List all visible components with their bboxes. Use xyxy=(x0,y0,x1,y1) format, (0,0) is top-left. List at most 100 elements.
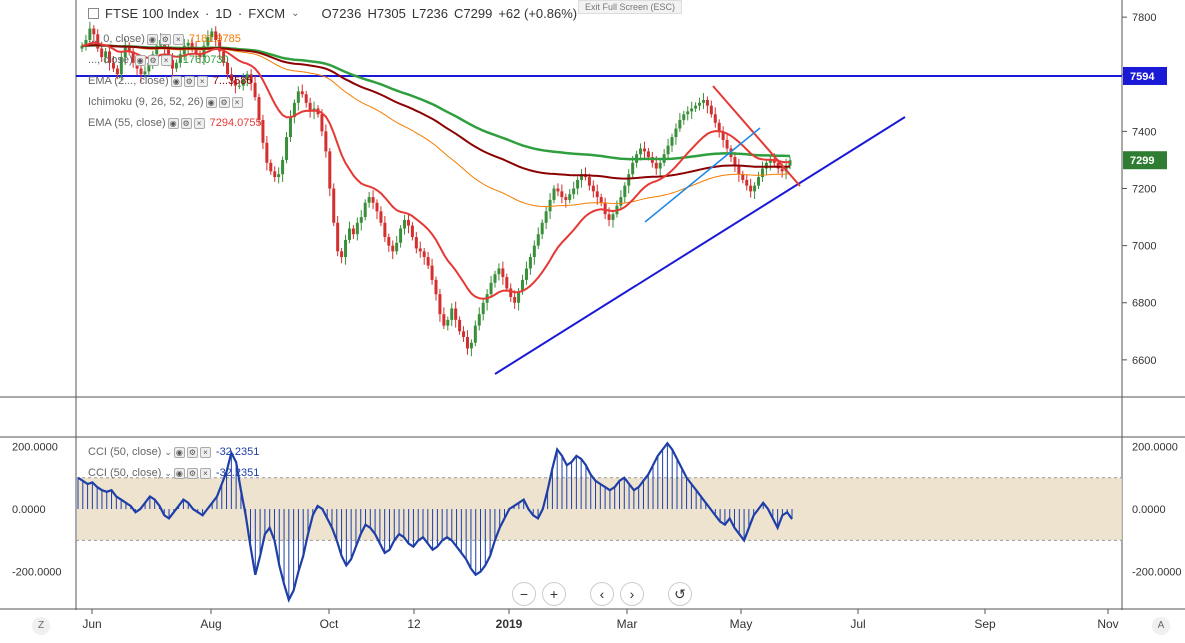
candle-body xyxy=(458,319,462,332)
candle-body xyxy=(725,139,729,149)
candle-body xyxy=(351,228,355,235)
eye-icon[interactable]: ◉ xyxy=(146,33,158,45)
eye-icon[interactable]: ◉ xyxy=(134,54,146,66)
legend-row-ichimoku[interactable]: Ichimoku (9, 26, 52, 26) ◉ ⚙ × xyxy=(88,94,243,110)
eye-icon[interactable]: ◉ xyxy=(173,467,185,479)
chevron-down-icon[interactable]: ⌄ xyxy=(291,8,300,19)
candle-body xyxy=(528,257,532,269)
legend-row-orange-ema[interactable]: ..., 0, close) ◉ ⚙ × 7181.9785 xyxy=(88,31,241,47)
candle-body xyxy=(540,222,544,235)
eye-icon[interactable]: ◉ xyxy=(205,96,217,108)
legend-label: CCI (50, close) xyxy=(88,446,162,458)
eye-icon[interactable]: ◉ xyxy=(173,446,185,458)
price-label: 7299 xyxy=(1130,155,1154,167)
candle-body xyxy=(469,342,473,349)
candle-body xyxy=(96,34,100,49)
legend-row-darkred-ema[interactable]: EMA (2..., close) ◉ ⚙ × 7...3586 xyxy=(88,73,252,89)
candle-body xyxy=(261,119,265,143)
chevron-down-icon[interactable]: ⌄ xyxy=(164,446,172,457)
candle-body xyxy=(760,168,764,178)
candle-body xyxy=(414,237,418,249)
collapse-icon[interactable] xyxy=(88,8,99,19)
eye-icon[interactable]: ◉ xyxy=(170,75,182,87)
exit-fullscreen-button[interactable]: Exit Full Screen (ESC) xyxy=(578,0,683,14)
candle-body xyxy=(296,91,300,103)
gear-icon[interactable]: ⚙ xyxy=(218,96,230,108)
candle-body xyxy=(560,191,564,198)
candle-body xyxy=(757,177,761,186)
legend-row-green-ema[interactable]: ..., close) ◉ ⚙ × 7176.0730 xyxy=(88,52,229,68)
ohlc-low: L7236 xyxy=(411,6,449,21)
candle-body xyxy=(568,194,572,200)
candle-body xyxy=(139,68,143,75)
candle-body xyxy=(717,122,721,132)
scroll-forward-button[interactable]: › xyxy=(620,582,644,606)
close-icon[interactable]: × xyxy=(231,96,243,108)
gear-icon[interactable]: ⚙ xyxy=(159,33,171,45)
candle-body xyxy=(383,222,387,238)
close-icon[interactable]: × xyxy=(199,446,211,458)
candle-body xyxy=(619,197,623,206)
eye-icon[interactable]: ◉ xyxy=(167,117,179,129)
gear-icon[interactable]: ⚙ xyxy=(183,75,195,87)
gear-icon[interactable]: ⚙ xyxy=(147,54,159,66)
candle-body xyxy=(481,302,485,315)
symbol-name[interactable]: FTSE 100 Index xyxy=(105,6,199,21)
ohlc-open: O7236 xyxy=(321,6,362,21)
zoom-out-button[interactable]: − xyxy=(512,582,536,606)
y-tick-label: 7800 xyxy=(1132,12,1156,24)
y-tick-label: 7200 xyxy=(1132,184,1156,196)
close-icon[interactable]: × xyxy=(160,54,172,66)
legend-row-red-ema[interactable]: EMA (55, close) ◉ ⚙ × 7294.0755 xyxy=(88,115,262,131)
reset-chart-button[interactable]: ↺ xyxy=(668,582,692,606)
legend-label: EMA (2..., close) xyxy=(88,75,169,87)
candle-body xyxy=(631,162,635,175)
candle-body xyxy=(170,59,174,69)
candle-body xyxy=(623,185,627,198)
candle-body xyxy=(371,197,375,203)
cci-line xyxy=(77,441,793,603)
x-tick-label: Sep xyxy=(974,617,996,631)
gear-icon[interactable]: ⚙ xyxy=(186,446,198,458)
close-icon[interactable]: × xyxy=(199,467,211,479)
candle-body xyxy=(241,79,245,86)
candle-body xyxy=(682,114,686,120)
candle-body xyxy=(155,45,159,55)
cci-y-tick-label: 200.0000 xyxy=(1132,441,1178,453)
interval[interactable]: 1D xyxy=(215,6,232,21)
candle-body xyxy=(406,219,410,226)
candle-body xyxy=(450,308,454,320)
close-icon[interactable]: × xyxy=(193,117,205,129)
candle-body xyxy=(674,128,678,138)
close-icon[interactable]: × xyxy=(172,33,184,45)
zoom-in-button[interactable]: + xyxy=(542,582,566,606)
close-icon[interactable]: × xyxy=(196,75,208,87)
candle-body xyxy=(670,137,674,146)
candle-body xyxy=(395,242,399,252)
legend-label: ..., 0, close) xyxy=(88,33,145,45)
candle-body xyxy=(721,131,725,140)
timezone-button[interactable]: Z xyxy=(32,617,50,635)
x-tick-label: Oct xyxy=(320,617,339,631)
cci-y-tick-label-left: 0.0000 xyxy=(12,504,46,516)
candle-body xyxy=(776,162,780,169)
candle-body xyxy=(281,159,285,175)
scroll-back-button[interactable]: ‹ xyxy=(590,582,614,606)
cci-y-tick-label-left: -200.0000 xyxy=(12,567,62,579)
legend-row-cci-2[interactable]: CCI (50, close) ⌄ ◉ ⚙ × -32.2351 xyxy=(88,465,259,481)
legend-row-cci-1[interactable]: CCI (50, close) ⌄ ◉ ⚙ × -32.2351 xyxy=(88,444,259,460)
gear-icon[interactable]: ⚙ xyxy=(186,467,198,479)
candle-body xyxy=(465,337,469,349)
gear-icon[interactable]: ⚙ xyxy=(180,117,192,129)
candle-body xyxy=(202,45,206,58)
overlay-line xyxy=(81,44,791,180)
auto-scale-button[interactable]: A xyxy=(1152,617,1170,635)
y-tick-label: 7400 xyxy=(1132,126,1156,138)
candle-body xyxy=(686,111,690,115)
chart-navigation: − + ‹ › ↺ xyxy=(512,582,692,606)
candle-body xyxy=(111,62,115,69)
ohlc-high: H7305 xyxy=(367,6,406,21)
legend-value: -32.2351 xyxy=(215,446,260,458)
chevron-down-icon[interactable]: ⌄ xyxy=(164,467,172,478)
